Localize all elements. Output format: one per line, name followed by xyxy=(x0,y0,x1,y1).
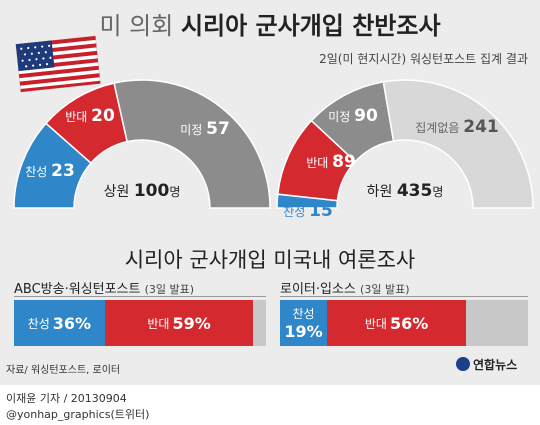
credit-line-1: 이재윤 기자 / 20130904 xyxy=(6,392,127,405)
senate-total-name: 상원 xyxy=(104,184,134,200)
poll2-rule xyxy=(280,296,528,297)
poll1-name: ABC방송·워싱턴포스트 xyxy=(14,282,141,297)
poll1-segment-0: 찬성 36% xyxy=(14,300,105,346)
poll2-segment-1: 반대 56% xyxy=(327,300,466,346)
house-slice-3 xyxy=(382,79,534,209)
house-slice-name-3: 집계없음 xyxy=(415,121,463,135)
senate-slice-value-2: 57 xyxy=(206,119,230,139)
poll2-segment-2 xyxy=(466,300,528,346)
senate-slice-name-1: 반대 xyxy=(65,110,91,124)
poll1-segment-label-1: 반대 xyxy=(147,316,170,331)
senate-slice-value-0: 23 xyxy=(51,161,75,181)
house-total-value: 435 xyxy=(397,181,433,201)
house-slice-value-3: 241 xyxy=(463,117,499,137)
poll1-segment-2 xyxy=(253,300,266,346)
source-note: 자료/ 워싱턴포스트, 로이터 xyxy=(6,365,121,376)
house-total-label: 하원 435명 xyxy=(367,181,444,201)
house-slice-label-3: 집계없음 241 xyxy=(415,117,498,137)
house-slice-label-1: 반대 89 xyxy=(306,152,356,172)
yonhap-logo: 연합뉴스 xyxy=(456,356,517,372)
senate-total-unit: 명 xyxy=(169,185,180,199)
credit-line-2: @yonhap_graphics(트위터) xyxy=(6,408,150,421)
senate-slice-value-1: 20 xyxy=(91,106,115,126)
poll2-segment-label-0: 찬성 xyxy=(292,307,315,321)
poll1-title: ABC방송·워싱턴포스트 (3일 발표) xyxy=(14,278,194,297)
house-slice-name-2: 미정 xyxy=(328,110,354,124)
title-bold: 시리아 군사개입 찬반조사 xyxy=(180,12,441,40)
title-light: 미 의회 xyxy=(99,12,174,40)
senate-slice-2 xyxy=(113,79,271,209)
house-slice-name-0: 찬성 xyxy=(283,204,309,219)
senate-slice-name-0: 찬성 xyxy=(25,164,51,179)
poll2-date: (3일 발표) xyxy=(360,283,410,296)
yonhap-logo-icon xyxy=(456,357,470,371)
house-slice-value-2: 90 xyxy=(354,106,378,126)
house-slice-name-1: 반대 xyxy=(306,156,332,170)
survey-note: 2일(미 현지시간) 워싱턴포스트 집계 결과 xyxy=(319,52,528,66)
house-total-unit: 명 xyxy=(432,185,443,199)
poll1-segment-1: 반대 59% xyxy=(104,300,254,346)
logo-text: 연합뉴스 xyxy=(473,357,518,372)
senate-total-value: 100 xyxy=(134,181,170,201)
page-title: 미 의회 시리아 군사개입 찬반조사 xyxy=(0,6,540,41)
poll2-name: 로이터·입소스 xyxy=(280,282,356,297)
section2-title: 시리아 군사개입 미국내 여론조사 xyxy=(124,248,416,272)
senate-slice-label-0: 찬성 23 xyxy=(25,161,75,181)
house-total-name: 하원 xyxy=(367,184,397,200)
house-slice-label-0: 찬성 15 xyxy=(283,201,333,221)
poll2-title: 로이터·입소스 (3일 발표) xyxy=(280,278,410,297)
senate-total-label: 상원 100명 xyxy=(104,181,181,201)
poll2-segment-label-1: 반대 xyxy=(364,316,387,331)
house-slice-value-0: 15 xyxy=(309,201,333,221)
poll1-segment-value-0: 36% xyxy=(52,313,92,333)
poll1-segment-value-1: 59% xyxy=(172,313,211,333)
poll2-segment-value-0: 19% xyxy=(284,322,323,341)
us-flag-icon xyxy=(15,35,101,93)
senate-slice-label-1: 반대 20 xyxy=(65,106,115,126)
house-slice-label-2: 미정 90 xyxy=(328,106,378,126)
poll2-segment-0: 찬성 19% xyxy=(280,300,328,346)
poll1-bar: 찬성 36% 반대 59% xyxy=(14,300,266,346)
poll1-rule xyxy=(14,296,266,297)
poll1-date: (3일 발표) xyxy=(144,283,195,296)
poll1-segment-label-0: 찬성 xyxy=(27,316,50,331)
house-slice-value-1: 89 xyxy=(332,152,356,172)
senate-slice-label-2: 미정 57 xyxy=(180,119,230,139)
poll2-segment-value-1: 56% xyxy=(389,313,429,333)
senate-slice-name-2: 미정 xyxy=(180,123,206,137)
poll2-bar: 찬성 19% 반대 56% xyxy=(280,300,528,346)
